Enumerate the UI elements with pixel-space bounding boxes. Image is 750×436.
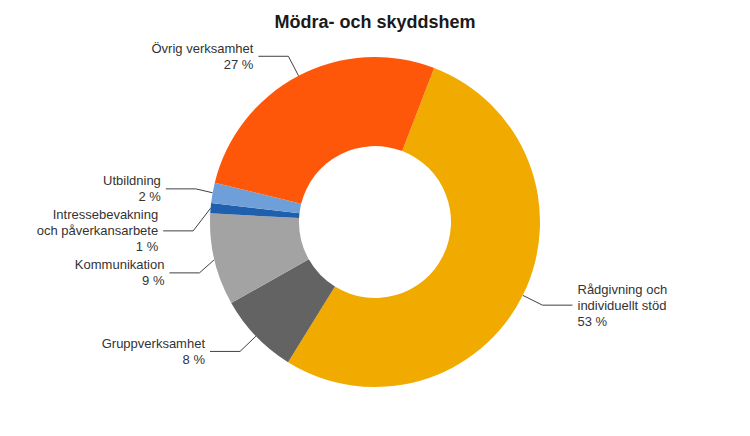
- svg-text:och påverkansarbete: och påverkansarbete: [37, 223, 158, 238]
- svg-text:Kommunikation: Kommunikation: [75, 257, 165, 272]
- svg-text:27 %: 27 %: [224, 57, 254, 72]
- svg-text:9 %: 9 %: [142, 273, 165, 288]
- svg-text:Mödra- och skyddshem: Mödra- och skyddshem: [274, 12, 475, 32]
- svg-text:53 %: 53 %: [577, 314, 607, 329]
- svg-text:Intressebevakning: Intressebevakning: [53, 207, 159, 222]
- svg-text:Utbildning: Utbildning: [103, 173, 161, 188]
- svg-text:Rådgivning och: Rådgivning och: [577, 282, 667, 297]
- svg-text:1 %: 1 %: [136, 239, 159, 254]
- svg-text:Övrig verksamhet: Övrig verksamhet: [151, 41, 253, 56]
- svg-text:Gruppverksamhet: Gruppverksamhet: [102, 336, 206, 351]
- svg-text:2 %: 2 %: [138, 189, 161, 204]
- svg-text:individuellt stöd: individuellt stöd: [577, 298, 666, 313]
- svg-text:8 %: 8 %: [183, 352, 206, 367]
